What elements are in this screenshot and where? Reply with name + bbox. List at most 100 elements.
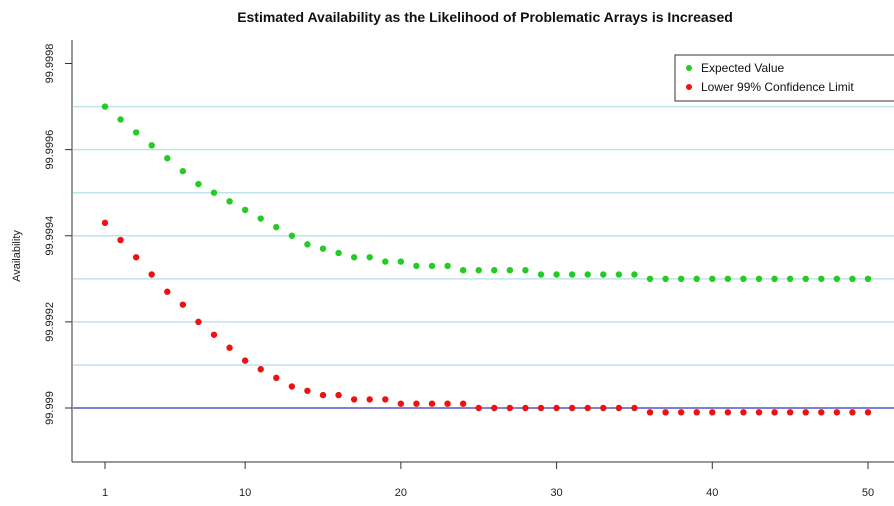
data-point: [459, 267, 467, 274]
data-point: [195, 180, 202, 188]
data-point: [818, 275, 825, 283]
data-point: [304, 241, 311, 248]
data-point: [833, 409, 841, 416]
data-point: [491, 267, 498, 274]
data-point: [319, 391, 327, 399]
data-point: [366, 254, 373, 261]
data-point: [584, 271, 591, 278]
chart-title: Estimated Availability as the Likelihood…: [237, 9, 733, 25]
data-point: [273, 374, 280, 382]
data-point: [117, 236, 124, 244]
data-point: [615, 404, 623, 412]
data-point: [600, 404, 607, 412]
data-point: [849, 275, 856, 283]
data-point: [506, 267, 514, 274]
x-ticks: 1 10 20 30 40 50: [102, 462, 874, 499]
data-point: [288, 383, 296, 390]
data-point: [740, 409, 747, 416]
data-point: [179, 301, 187, 308]
x-tick-label: 50: [862, 487, 874, 499]
data-point: [164, 288, 171, 295]
data-points: [101, 103, 872, 416]
data-point: [413, 262, 420, 270]
data-point: [335, 391, 342, 399]
data-point: [709, 275, 716, 283]
data-point: [101, 103, 109, 110]
data-point: [413, 400, 420, 407]
y-tick-label: 99.9998: [44, 44, 56, 84]
data-point: [755, 275, 763, 283]
data-point: [164, 155, 171, 162]
y-axis-label: Availability: [11, 230, 23, 282]
data-point: [771, 275, 778, 283]
y-tick-label: 99.9994: [44, 216, 56, 256]
data-point: [226, 344, 233, 351]
data-point: [428, 262, 436, 270]
data-point: [864, 275, 872, 283]
axes: [71, 40, 894, 463]
data-point: [241, 357, 249, 364]
data-point: [459, 400, 467, 407]
data-point: [615, 271, 623, 278]
gridlines: [73, 105, 894, 366]
data-point: [366, 396, 373, 403]
data-point: [786, 409, 794, 416]
data-point: [226, 198, 233, 205]
data-point: [724, 409, 732, 416]
data-point: [693, 409, 700, 416]
data-point: [864, 409, 872, 416]
data-point: [553, 271, 560, 278]
legend-marker-expected: [686, 65, 692, 71]
data-point: [693, 275, 700, 283]
data-point: [849, 409, 856, 416]
series-lower-confidence-limit: [101, 219, 872, 416]
data-point: [522, 267, 529, 274]
data-point: [709, 409, 716, 416]
data-point: [319, 245, 327, 252]
data-point: [537, 271, 545, 278]
data-point: [132, 129, 140, 136]
x-tick-label: 1: [102, 487, 108, 499]
data-point: [802, 409, 809, 416]
data-point: [724, 275, 732, 283]
data-point: [273, 223, 280, 231]
data-point: [646, 275, 654, 283]
legend-marker-lower: [686, 84, 692, 90]
data-point: [522, 404, 529, 412]
data-point: [553, 404, 560, 412]
data-point: [475, 267, 482, 274]
data-point: [257, 215, 264, 222]
data-point: [304, 387, 311, 394]
data-point: [335, 249, 342, 257]
series-expected-value: [101, 103, 872, 283]
data-point: [397, 258, 405, 265]
data-point: [631, 404, 638, 412]
data-point: [148, 271, 155, 278]
data-point: [444, 262, 451, 270]
data-point: [677, 409, 685, 416]
data-point: [771, 409, 778, 416]
data-point: [179, 167, 187, 175]
data-point: [475, 404, 482, 412]
data-point: [631, 271, 638, 278]
data-point: [350, 254, 358, 261]
data-point: [444, 400, 451, 407]
y-tick-label: 99.999: [44, 391, 56, 425]
data-point: [833, 275, 841, 283]
x-tick-label: 20: [395, 487, 407, 499]
data-point: [662, 275, 669, 283]
data-point: [662, 409, 669, 416]
data-point: [600, 271, 607, 278]
data-point: [584, 404, 591, 412]
data-point: [818, 409, 825, 416]
data-point: [428, 400, 436, 407]
data-point: [257, 366, 264, 373]
data-point: [740, 275, 747, 283]
legend-label-lower: Lower 99% Confidence Limit: [701, 80, 854, 94]
x-tick-label: 30: [550, 487, 562, 499]
data-point: [506, 404, 514, 412]
data-point: [397, 400, 405, 407]
y-ticks: 99.999 99.9992 99.9994 99.9996 99.9998: [44, 44, 72, 425]
data-point: [786, 275, 794, 283]
